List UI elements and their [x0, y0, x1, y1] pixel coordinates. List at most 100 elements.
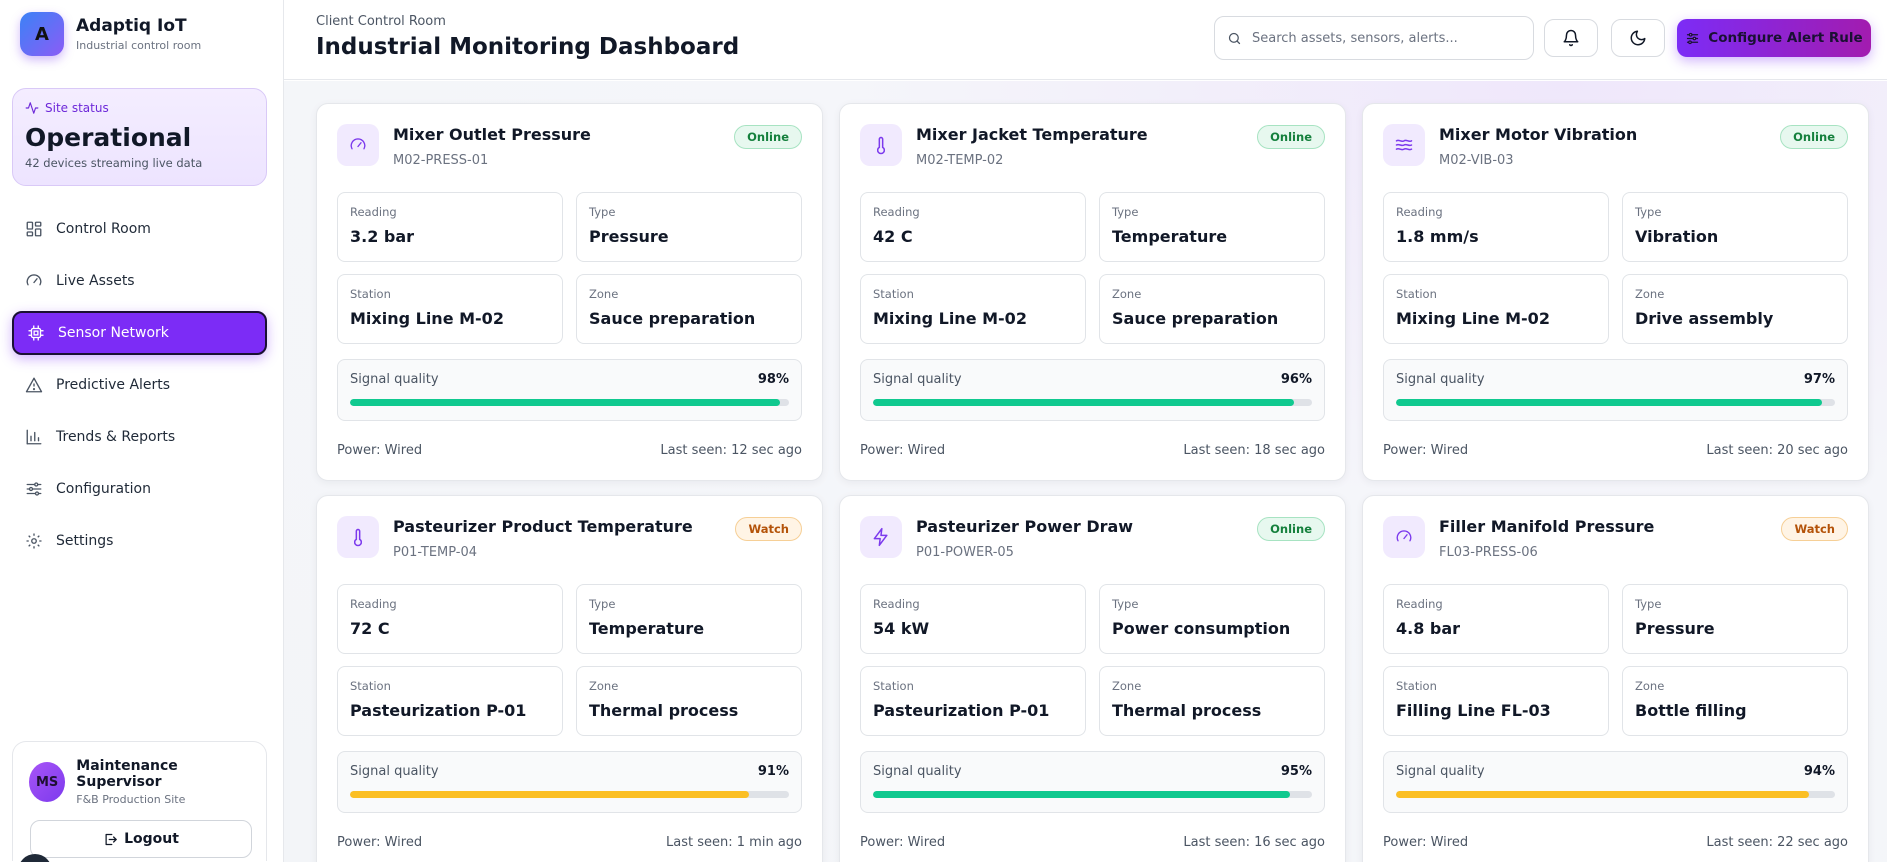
field-label: Reading [350, 597, 397, 611]
grid-icon [24, 219, 44, 239]
status-badge: Online [1780, 125, 1848, 149]
station-value: Pasteurization P-01 [873, 701, 1050, 720]
zone-field: Zone Bottle filling [1622, 666, 1848, 736]
sidebar-item-label: Predictive Alerts [56, 377, 171, 393]
bell-icon [1563, 29, 1579, 47]
field-label: Station [350, 287, 391, 301]
type-field: Type Temperature [1099, 192, 1325, 262]
waves-icon [1383, 124, 1425, 166]
sidebar-item-sensor-network[interactable]: Sensor Network [12, 311, 267, 355]
power-source: Power: Wired [860, 835, 946, 850]
status-badge: Online [1257, 517, 1325, 541]
zone-value: Sauce preparation [1112, 309, 1279, 328]
field-label: Zone [589, 679, 619, 693]
signal-value: 96% [1280, 372, 1312, 387]
sidebar-item-control-room[interactable]: Control Room [12, 207, 267, 251]
thermometer-icon [860, 124, 902, 166]
field-label: Station [873, 287, 914, 301]
signal-bar-fill [1396, 791, 1809, 798]
user-site: F&B Production Site [76, 793, 186, 806]
sensor-name[interactable]: Mixer Motor Vibration [1439, 125, 1638, 144]
last-seen: Last seen: 20 sec ago [1706, 443, 1848, 458]
signal-bar-fill [873, 791, 1291, 798]
search-box[interactable] [1214, 16, 1534, 60]
search-input[interactable] [1252, 30, 1522, 46]
station-value: Mixing Line M-02 [350, 309, 504, 328]
reading-value: 1.8 mm/s [1396, 227, 1479, 246]
sliders-icon [1687, 32, 1699, 44]
avatar[interactable]: MS [29, 762, 66, 802]
sensor-card[interactable]: Mixer Jacket Temperature M02-TEMP-02 Onlin… [839, 103, 1346, 481]
sidebar-item-settings[interactable]: Settings [12, 519, 267, 563]
sensor-name[interactable]: Mixer Outlet Pressure [393, 125, 591, 144]
top-header: Client Control Room Industrial Monitorin… [284, 0, 1887, 80]
sensor-card[interactable]: Pasteurizer Product Temperature P01-TEMP-… [316, 495, 823, 862]
type-value: Temperature [1112, 227, 1228, 246]
sidebar: A Adaptiq IoT Industrial control room Si… [0, 0, 284, 862]
warning-icon [24, 375, 44, 395]
reading-field: Reading 72 C [337, 584, 563, 654]
field-label: Zone [1635, 287, 1665, 301]
field-label: Reading [1396, 205, 1443, 219]
power-source: Power: Wired [337, 443, 423, 458]
sidebar-nav: Control Room Live Assets Sensor Network Pre… [12, 207, 267, 571]
sensor-card[interactable]: Pasteurizer Power Draw P01-POWER-05 Online… [839, 495, 1346, 862]
reading-field: Reading 54 kW [860, 584, 1086, 654]
signal-bar [873, 399, 1312, 406]
breadcrumb[interactable]: Client Control Room [316, 14, 446, 29]
zone-field: Zone Thermal process [1099, 666, 1325, 736]
sidebar-item-trends-reports[interactable]: Trends & Reports [12, 415, 267, 459]
user-card: MS Maintenance Supervisor F&B Production… [12, 741, 267, 861]
brand-name: Adaptiq IoT [76, 16, 187, 36]
sensor-name[interactable]: Mixer Jacket Temperature [916, 125, 1148, 144]
type-value: Temperature [589, 619, 705, 638]
sensor-code: P01-TEMP-04 [393, 545, 478, 560]
sidebar-item-label: Control Room [56, 221, 151, 237]
reading-field: Reading 4.8 bar [1383, 584, 1609, 654]
zone-value: Bottle filling [1635, 701, 1747, 720]
sidebar-item-live-assets[interactable]: Live Assets [12, 259, 267, 303]
zone-value: Thermal process [589, 701, 739, 720]
site-status-label: Site status [45, 101, 109, 115]
sensor-card[interactable]: Filler Manifold Pressure FL03-PRESS-06 Wat… [1362, 495, 1869, 862]
reading-field: Reading 1.8 mm/s [1383, 192, 1609, 262]
signal-bar [350, 791, 789, 798]
brand[interactable]: A Adaptiq IoT Industrial control room [20, 12, 201, 56]
site-status-value: Operational [25, 123, 192, 152]
last-seen: Last seen: 16 sec ago [1183, 835, 1325, 850]
notifications-button[interactable] [1544, 19, 1598, 57]
main-content: Mixer Outlet Pressure M02-PRESS-01 Online R… [284, 81, 1887, 862]
last-seen: Last seen: 1 min ago [666, 835, 802, 850]
theme-toggle-button[interactable] [1611, 19, 1665, 57]
sensor-name[interactable]: Filler Manifold Pressure [1439, 517, 1655, 536]
field-label: Type [589, 597, 616, 611]
sensor-card[interactable]: Mixer Motor Vibration M02-VIB-03 Online Rea… [1362, 103, 1869, 481]
signal-value: 94% [1803, 764, 1835, 779]
sensor-name[interactable]: Pasteurizer Product Temperature [393, 517, 693, 536]
logout-button[interactable]: Logout [30, 820, 252, 858]
type-field: Type Pressure [576, 192, 802, 262]
sensor-card[interactable]: Mixer Outlet Pressure M02-PRESS-01 Online R… [316, 103, 823, 481]
gauge-icon [337, 124, 379, 166]
help-bubble[interactable] [18, 854, 52, 862]
type-value: Pressure [1635, 619, 1715, 638]
sidebar-item-predictive-alerts[interactable]: Predictive Alerts [12, 363, 267, 407]
zone-field: Zone Drive assembly [1622, 274, 1848, 344]
page-title: Industrial Monitoring Dashboard [316, 34, 740, 60]
last-seen: Last seen: 12 sec ago [660, 443, 802, 458]
thermometer-icon [337, 516, 379, 558]
station-value: Filling Line FL-03 [1396, 701, 1551, 720]
field-label: Zone [1635, 679, 1665, 693]
sidebar-item-configuration[interactable]: Configuration [12, 467, 267, 511]
signal-bar [1396, 399, 1835, 406]
signal-label: Signal quality [1396, 764, 1485, 779]
zone-field: Zone Sauce preparation [576, 274, 802, 344]
field-label: Type [1112, 597, 1139, 611]
sensor-name[interactable]: Pasteurizer Power Draw [916, 517, 1134, 536]
field-label: Type [589, 205, 616, 219]
signal-quality: Signal quality 95% [860, 751, 1325, 813]
configure-alert-rule-button[interactable]: Configure Alert Rule [1677, 19, 1871, 57]
signal-label: Signal quality [1396, 372, 1485, 387]
field-label: Station [873, 679, 914, 693]
signal-label: Signal quality [350, 764, 439, 779]
